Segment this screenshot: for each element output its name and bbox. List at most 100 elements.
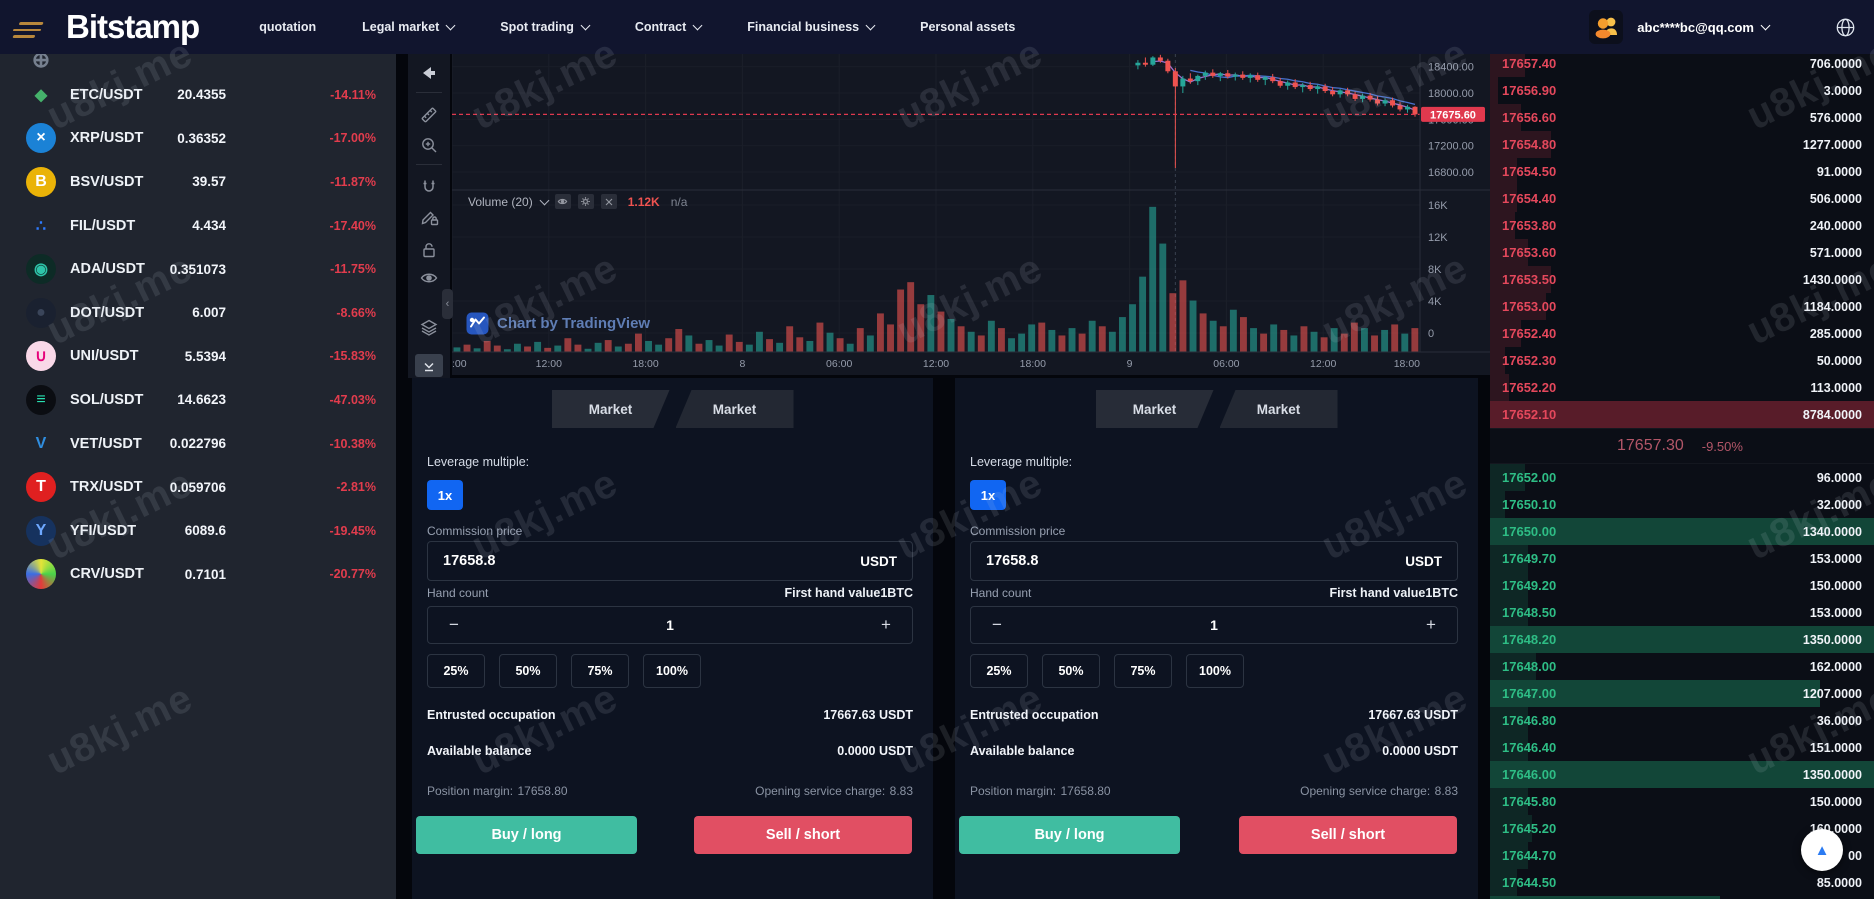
list-item-sol[interactable]: ≡ SOL/USDT 14.6623 -47.03% (0, 378, 396, 422)
list-item-crv[interactable]: CRV/USDT 0.7101 -20.77% (0, 553, 396, 597)
back-arrow-icon[interactable] (419, 63, 439, 83)
order-book-row[interactable]: 17650.10 32.0000 (1490, 491, 1874, 518)
commission-price-input[interactable]: 17658.8 USDT (970, 541, 1458, 581)
trading-chart[interactable]: 18400.0018000.0017600.0017200.0016800.00… (452, 54, 1494, 375)
order-book-row[interactable]: 17653.60 571.0000 (1490, 239, 1874, 266)
list-item-vet[interactable]: V VET/USDT 0.022796 -10.38% (0, 422, 396, 466)
order-book-row[interactable]: 17648.00 162.0000 (1490, 653, 1874, 680)
order-book-row[interactable]: 17648.50 153.0000 (1490, 599, 1874, 626)
order-book-row[interactable]: 17652.40 285.0000 (1490, 320, 1874, 347)
magnet-icon[interactable] (419, 177, 439, 197)
zoom-in-icon[interactable] (419, 135, 439, 155)
tab-market-1[interactable]: Market (1096, 390, 1214, 428)
list-item-dot[interactable]: ● DOT/USDT 6.007 -8.66% (0, 291, 396, 335)
leverage-1x-button[interactable]: 1x (970, 480, 1006, 510)
sell-short-button[interactable]: Sell / short (1239, 816, 1457, 854)
commission-price-input[interactable]: 17658.8 USDT (427, 541, 913, 581)
order-book-row[interactable]: 17654.80 1277.0000 (1490, 131, 1874, 158)
nav-item-personal-assets[interactable]: Personal assets (920, 20, 1015, 34)
order-book-row[interactable]: 17656.60 576.0000 (1490, 104, 1874, 131)
indicator-remove-icon[interactable] (600, 194, 617, 209)
tab-market-2[interactable]: Market (675, 390, 794, 428)
scroll-to-top-button[interactable]: ▲ (1801, 829, 1843, 871)
sell-short-button[interactable]: Sell / short (694, 816, 912, 854)
list-item-partial[interactable]: ⊕ (0, 54, 396, 82)
order-book-row[interactable]: 17650.00 1340.0000 (1490, 518, 1874, 545)
svg-text:9: 9 (1127, 358, 1133, 370)
indicator-visibility-icon[interactable] (554, 194, 571, 209)
order-book-row[interactable]: 17652.00 96.0000 (1490, 464, 1874, 491)
hamburger-menu-icon[interactable] (11, 18, 47, 38)
buy-long-button[interactable]: Buy / long (416, 816, 637, 854)
nav-item-quotation[interactable]: quotation (259, 20, 316, 34)
collapse-toolbar-button[interactable] (415, 354, 443, 377)
order-quantity: 576.0000 (1809, 110, 1862, 125)
toolbar-collapse-handle[interactable]: ‹ (442, 289, 453, 319)
draw-lock-icon[interactable] (419, 207, 439, 227)
list-item-uni[interactable]: ∪ UNI/USDT 5.5394 -15.83% (0, 335, 396, 379)
list-item-yfi[interactable]: Y YFI/USDT 6089.6 -19.45% (0, 509, 396, 553)
user-email-dropdown[interactable]: abc****bc@qq.com (1637, 20, 1771, 35)
list-item-trx[interactable]: T TRX/USDT 0.059706 -2.81% (0, 465, 396, 509)
list-item-xrp[interactable]: × XRP/USDT 0.36352 -17.00% (0, 117, 396, 161)
tab-market-1[interactable]: Market (552, 390, 670, 428)
buy-long-button[interactable]: Buy / long (959, 816, 1180, 854)
order-book-row[interactable]: 17652.10 8784.0000 (1490, 401, 1874, 428)
order-book-row[interactable]: 17649.70 153.0000 (1490, 545, 1874, 572)
list-item-bsv[interactable]: B BSV/USDT 39.57 -11.87% (0, 160, 396, 204)
percent-75-button[interactable]: 75% (1114, 654, 1172, 688)
decrease-button[interactable]: − (449, 615, 459, 634)
coin-price: 14.6623 (177, 392, 226, 408)
order-book-row[interactable]: 17653.80 240.0000 (1490, 212, 1874, 239)
percent-25-button[interactable]: 25% (970, 654, 1028, 688)
percent-100-button[interactable]: 100% (643, 654, 701, 688)
order-book-row[interactable]: 17653.00 1184.0000 (1490, 293, 1874, 320)
order-book-row[interactable]: 17654.40 506.0000 (1490, 185, 1874, 212)
layers-icon[interactable] (419, 317, 439, 337)
trade-panel-short: Market Market Leverage multiple: 1x Comm… (955, 378, 1478, 899)
indicator-settings-icon[interactable] (577, 194, 594, 209)
increase-button[interactable]: + (881, 615, 891, 634)
nav-item-contract[interactable]: Contract (635, 20, 703, 34)
order-book-row[interactable]: 17652.30 50.0000 (1490, 347, 1874, 374)
language-globe-icon[interactable] (1835, 17, 1856, 38)
ruler-icon[interactable] (419, 105, 439, 125)
nav-item-financial-business[interactable]: Financial business (747, 20, 876, 34)
percent-50-button[interactable]: 50% (1042, 654, 1100, 688)
list-item-ada[interactable]: ◉ ADA/USDT 0.351073 -11.75% (0, 247, 396, 291)
increase-button[interactable]: + (1426, 615, 1436, 634)
order-book-row[interactable]: 17652.20 113.0000 (1490, 374, 1874, 401)
percent-25-button[interactable]: 25% (427, 654, 485, 688)
order-book-row[interactable]: 17644.50 85.0000 (1490, 869, 1874, 896)
nav-item-spot-trading[interactable]: Spot trading (500, 20, 591, 34)
depth-bar (1490, 599, 1529, 626)
order-book-row[interactable]: 17646.80 36.0000 (1490, 707, 1874, 734)
order-book-row[interactable]: 17656.90 3.0000 (1490, 77, 1874, 104)
tab-market-2[interactable]: Market (1219, 390, 1338, 428)
order-book-row[interactable]: 17645.80 150.0000 (1490, 788, 1874, 815)
volume-legend-label[interactable]: Volume (20) (468, 195, 550, 209)
order-book-row[interactable]: 17648.20 1350.0000 (1490, 626, 1874, 653)
leverage-1x-button[interactable]: 1x (427, 480, 463, 510)
list-item-fil[interactable]: ∴ FIL/USDT 4.434 -17.40% (0, 204, 396, 248)
list-item-etc[interactable]: ◆ ETC/USDT 20.4355 -14.11% (0, 73, 396, 117)
order-book-row[interactable]: 17657.40 706.0000 (1490, 54, 1874, 77)
order-book-row[interactable]: 17644.70 00 (1490, 842, 1874, 869)
tradingview-attribution[interactable]: Chart by TradingView (466, 312, 650, 335)
nav-item-legal-market[interactable]: Legal market (362, 20, 456, 34)
lock-icon[interactable] (419, 240, 439, 260)
order-book-row[interactable]: 17646.00 1350.0000 (1490, 761, 1874, 788)
order-book-row[interactable]: 17649.20 150.0000 (1490, 572, 1874, 599)
order-book-row[interactable]: 17647.00 1207.0000 (1490, 680, 1874, 707)
decrease-button[interactable]: − (992, 615, 1002, 634)
eye-icon[interactable] (419, 268, 439, 288)
order-book-row[interactable]: 17646.40 151.0000 (1490, 734, 1874, 761)
coin-change: -15.83% (329, 349, 376, 364)
order-book-row[interactable]: 17654.50 91.0000 (1490, 158, 1874, 185)
percent-75-button[interactable]: 75% (571, 654, 629, 688)
percent-100-button[interactable]: 100% (1186, 654, 1244, 688)
percent-50-button[interactable]: 50% (499, 654, 557, 688)
avatar[interactable] (1589, 10, 1624, 44)
order-book-row[interactable]: 17645.20 160.0000 (1490, 815, 1874, 842)
order-book-row[interactable]: 17653.50 1430.0000 (1490, 266, 1874, 293)
